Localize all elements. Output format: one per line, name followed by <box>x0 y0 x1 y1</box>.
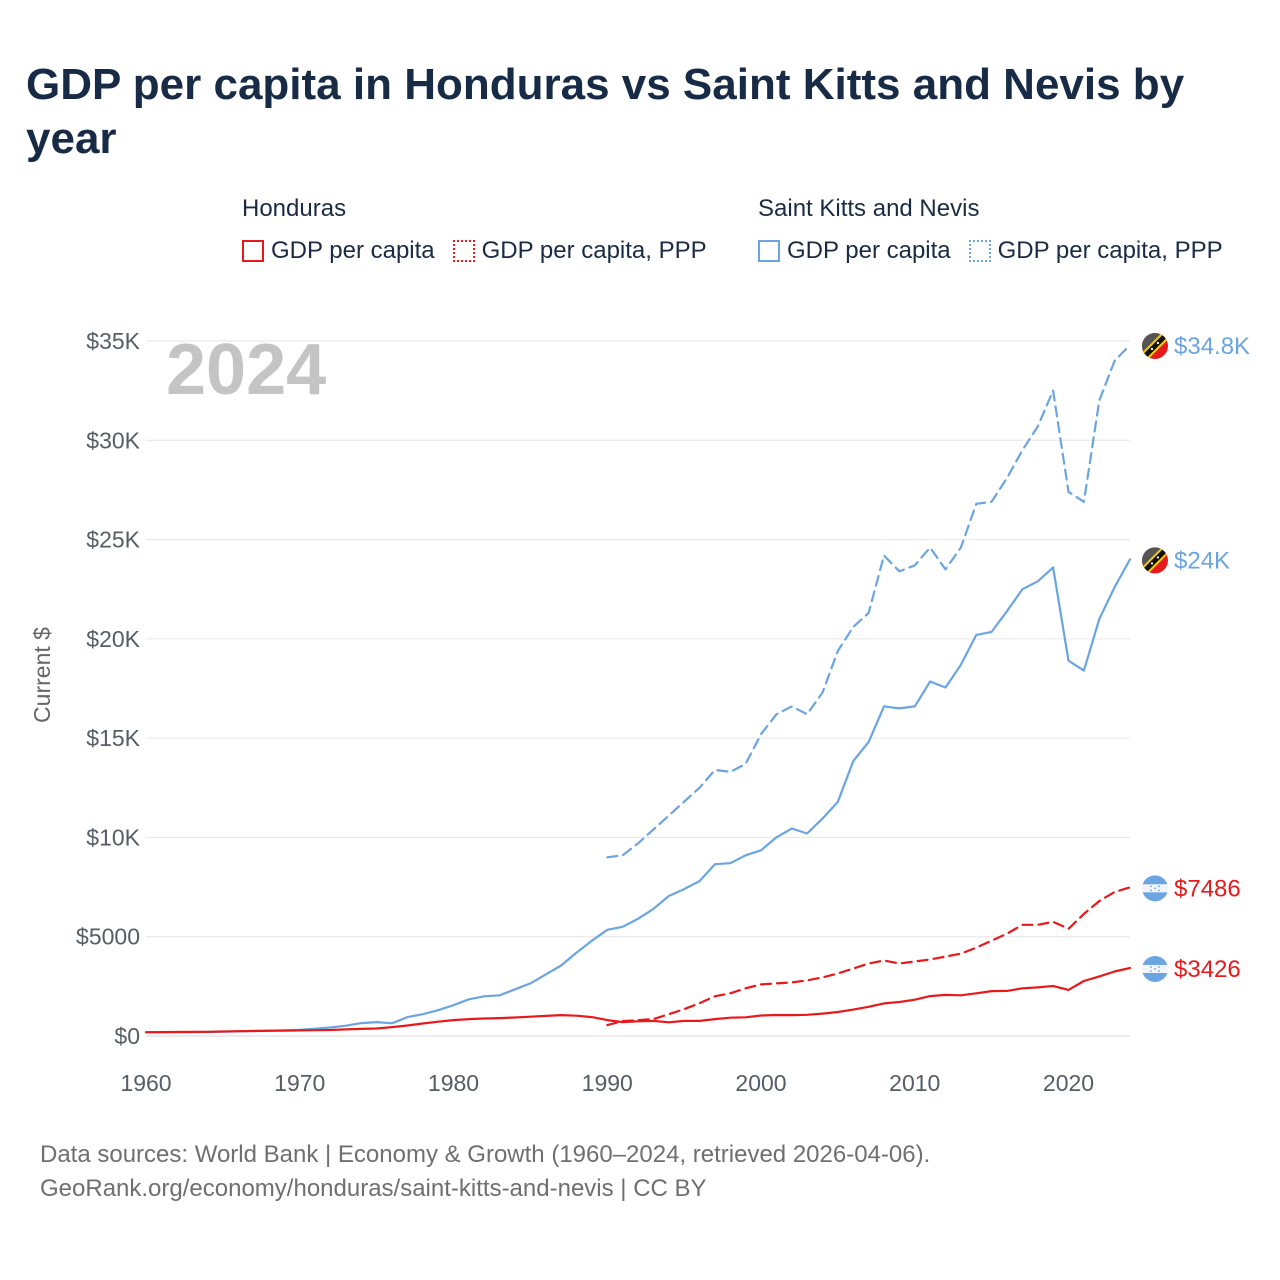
legend-label: GDP per capita <box>787 237 951 264</box>
flag-star <box>1150 885 1152 888</box>
x-tick-label: 1960 <box>120 1070 171 1096</box>
flag-star <box>1156 556 1160 559</box>
legend-label: GDP per capita, PPP <box>481 237 707 264</box>
flag-star <box>1158 970 1160 972</box>
footer: Data sources: World Bank | Economy & Gro… <box>40 1138 930 1206</box>
y-tick-label: $0 <box>114 1023 140 1049</box>
legend-skn-title: Saint Kitts and Nevis <box>758 195 980 222</box>
honduras-flag-icon <box>1142 875 1168 902</box>
footer-sources: Data sources: World Bank | Economy & Gro… <box>40 1141 931 1168</box>
saint-kitts-flag-icon <box>1142 332 1168 359</box>
gridlines <box>146 340 1130 1037</box>
end-value-label: $34.8K <box>1174 333 1250 360</box>
legend-honduras: Honduras GDP per capita GDP per capita, … <box>242 194 725 266</box>
y-tick-label: $10K <box>86 824 140 850</box>
flag-star <box>1158 885 1160 888</box>
legend-item-honduras-gdp[interactable]: GDP per capita <box>242 237 435 265</box>
legend-label: GDP per capita, PPP <box>997 237 1223 264</box>
y-tick-label: $30K <box>86 427 140 453</box>
end-value-label: $3426 <box>1174 956 1241 983</box>
x-tick-label: 2010 <box>889 1070 940 1096</box>
flag-stripe-top <box>1142 955 1168 965</box>
y-tick-label: $35K <box>86 328 140 354</box>
axes: $0 $5000 $10K $15K $20K $25K $30K $35K 1960 1970 1… <box>76 328 1094 1096</box>
year-label: 2024 <box>166 330 326 410</box>
legend-swatch-dotted <box>968 240 991 262</box>
flag-star <box>1150 347 1154 351</box>
legend-swatch-solid <box>758 240 780 262</box>
y-tick-label: $5000 <box>76 924 140 950</box>
flag-stripe-top <box>1142 875 1168 885</box>
series-line-honduras-gdp[interactable] <box>144 966 1132 1034</box>
x-tick-label: 1990 <box>582 1070 633 1096</box>
x-tick-label: 2020 <box>1043 1070 1094 1096</box>
legend-item-skn-gdp[interactable]: GDP per capita <box>758 237 951 265</box>
flag-star <box>1154 968 1156 970</box>
legend-saint-kitts-and-nevis: Saint Kitts and Nevis GDP per capita GDP… <box>758 194 1241 266</box>
flag-star <box>1154 887 1156 890</box>
flag-star <box>1150 966 1152 968</box>
flag-star <box>1150 889 1152 892</box>
y-axis-title: Current $ <box>29 627 55 723</box>
flag-star <box>1158 966 1160 968</box>
legend-item-honduras-ppp[interactable]: GDP per capita, PPP <box>452 237 707 265</box>
end-value-label: $24K <box>1174 547 1230 574</box>
flag-stripe-bottom <box>1142 892 1168 902</box>
flag-star <box>1150 562 1154 565</box>
flag-star <box>1156 341 1160 345</box>
series-line-honduras-ppp[interactable] <box>606 886 1132 1027</box>
x-tick-label: 1980 <box>428 1070 479 1096</box>
page-title: GDP per capita in Honduras vs Saint Kitt… <box>26 60 1185 163</box>
y-tick-label: $15K <box>86 725 140 751</box>
x-tick-label: 1970 <box>274 1070 325 1096</box>
flag-star <box>1158 889 1160 892</box>
legend-item-skn-ppp[interactable]: GDP per capita, PPP <box>968 237 1223 265</box>
footer-link[interactable]: GeoRank.org/economy/honduras/saint-kitts… <box>40 1175 707 1202</box>
y-tick-label: $25K <box>86 527 140 553</box>
end-markers: $34.8K $24K $7486 $3426 <box>1142 332 1250 983</box>
flag-stripe-bottom <box>1142 972 1168 982</box>
series-lines <box>144 343 1132 1034</box>
series-line-saint-kitts-and-nevis-gdp[interactable] <box>144 558 1132 1034</box>
saint-kitts-flag-icon <box>1142 547 1168 574</box>
honduras-flag-icon <box>1142 955 1168 982</box>
legend-honduras-title: Honduras <box>242 195 347 222</box>
flag-star <box>1150 970 1152 972</box>
x-tick-label: 2000 <box>735 1070 786 1096</box>
y-tick-label: $20K <box>86 626 140 652</box>
legend-swatch-solid <box>242 240 264 262</box>
legend-label: GDP per capita <box>271 237 435 264</box>
end-value-label: $7486 <box>1174 875 1241 902</box>
series-line-saint-kitts-and-nevis-ppp[interactable] <box>606 343 1132 859</box>
legend-swatch-dotted <box>452 240 475 262</box>
